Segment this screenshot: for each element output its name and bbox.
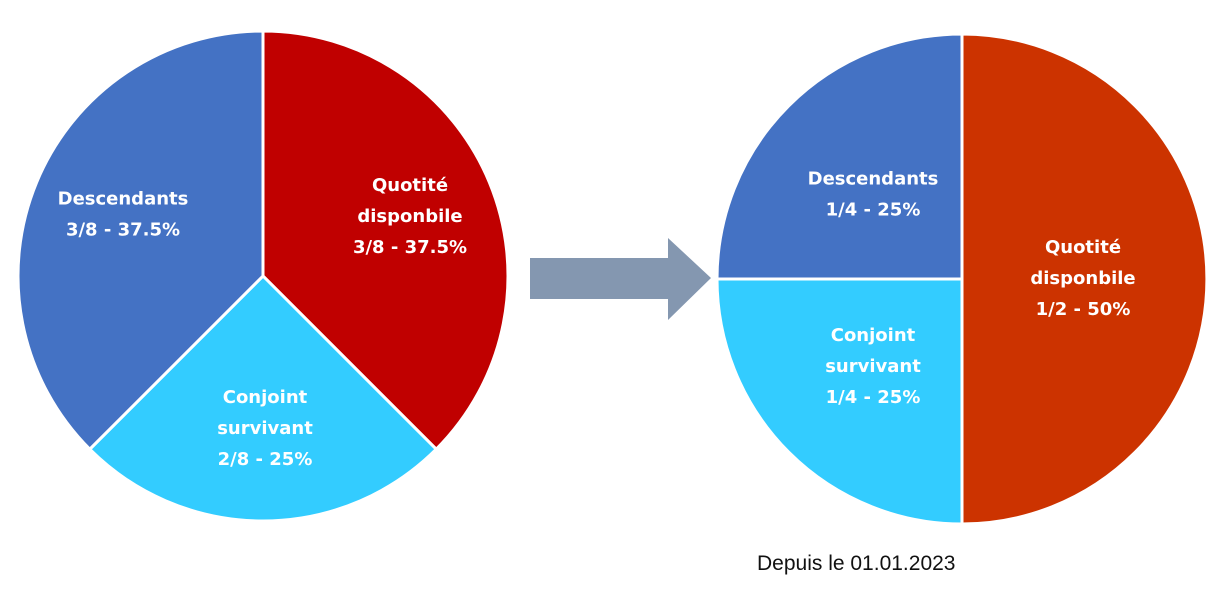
slice-label-line: 1/4 - 25% [826,387,921,408]
pie-chart-since-2023: Quotité disponbile 1/2 - 50% Conjoint surviv… [715,32,1209,526]
right-arrow-icon [530,238,711,320]
slice-label-descendants: Descendants 3/8 - 37.5% [58,189,189,241]
pie-chart-before: Quotité disponbile 3/8 - 37.5% Conjoint surv… [16,29,510,523]
slice-label-line: survivant [825,356,921,377]
slice-label-line: 1/2 - 50% [1036,299,1131,320]
slice-label-descendants: Descendants 1/4 - 25% [808,169,939,221]
slice-label-line: Quotité [372,175,448,196]
footnote-date: Depuis le 01.01.2023 [757,552,956,575]
slice-label-line: Conjoint [223,387,308,408]
slice-label-quotite-disponible: Quotité disponbile 1/2 - 50% [1030,237,1135,320]
slice-label-line: disponbile [357,206,462,227]
slice-label-line: disponbile [1030,268,1135,289]
slice-label-line: survivant [217,418,313,439]
pie-slice-conjoint-survivant [715,277,964,526]
slice-label-line: Conjoint [831,325,916,346]
slice-label-conjoint-survivant: Conjoint survivant 2/8 - 25% [217,387,313,470]
pie-slice-quotite-disponible [960,32,1209,526]
pie-slice-descendants [16,29,265,452]
slice-label-line: 3/8 - 37.5% [66,220,180,241]
pie-slice-quotite-disponible [261,29,510,452]
slice-label-line: 2/8 - 25% [218,449,313,470]
slice-label-line: Quotité [1045,237,1121,258]
slice-label-line: Descendants [808,169,939,190]
slice-label-conjoint-survivant: Conjoint survivant 1/4 - 25% [825,325,921,408]
slice-label-line: 3/8 - 37.5% [353,237,467,258]
slice-label-quotite-disponible: Quotité disponbile 3/8 - 37.5% [353,175,467,258]
slice-label-line: 1/4 - 25% [826,200,921,221]
slice-label-line: Descendants [58,189,189,210]
pie-slice-conjoint-survivant [87,273,439,523]
pie-slice-descendants [715,32,964,281]
